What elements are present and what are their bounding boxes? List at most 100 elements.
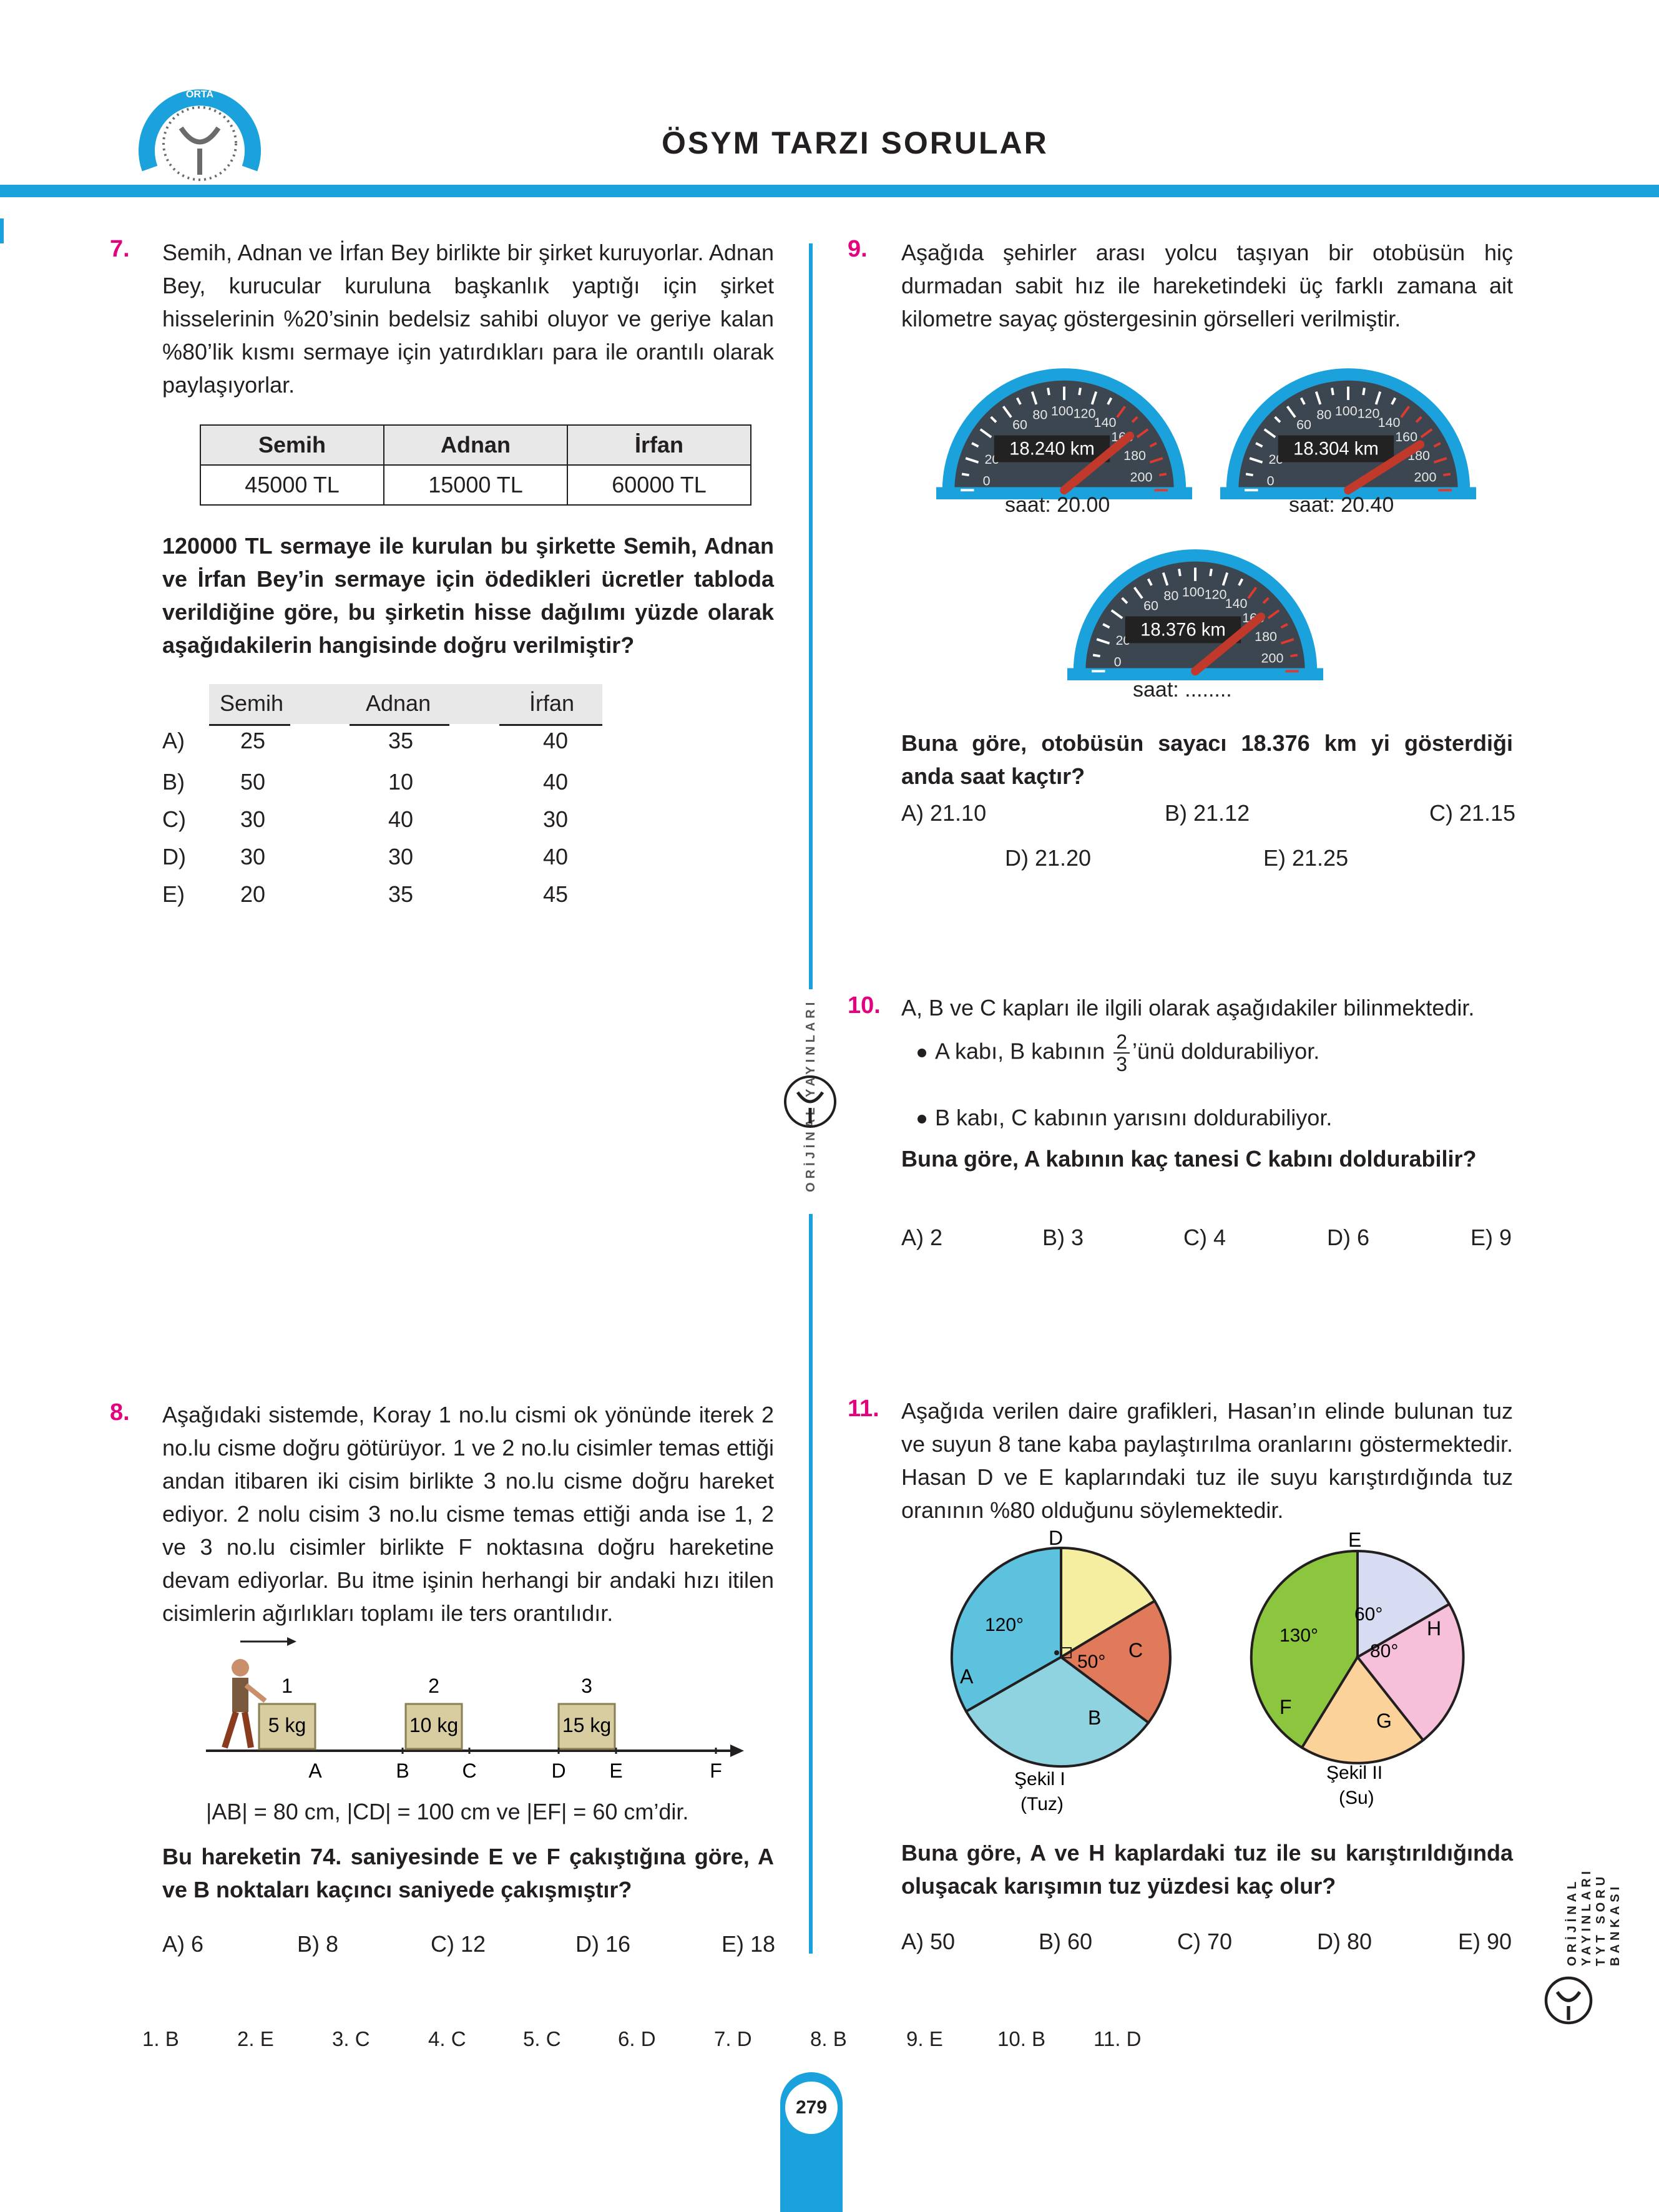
- gauge-tick-label: 140: [1094, 415, 1117, 430]
- q7-option-value: 30: [240, 844, 266, 869]
- q7-text: Semih, Adnan ve İrfan Bey birlikte bir ş…: [162, 240, 774, 398]
- q7-option-label[interactable]: D): [162, 844, 186, 869]
- q10-option-e[interactable]: E) 9: [1471, 1225, 1512, 1250]
- gauge-tick-label: 100: [1051, 403, 1074, 418]
- q9-option-c[interactable]: C) 21.15: [1429, 800, 1516, 826]
- q8-option-c[interactable]: C) 12: [431, 1931, 486, 1957]
- table-header: İrfan: [567, 424, 751, 466]
- bullet-text: B kabı, C kabının yarısını doldurabiliyo…: [935, 1105, 1333, 1130]
- right-logo-icon: [1544, 1976, 1593, 2025]
- q10-option-d[interactable]: D) 6: [1327, 1225, 1370, 1250]
- q7-option-label[interactable]: B): [162, 769, 185, 795]
- point-label: B: [396, 1759, 409, 1782]
- edge-mark: [0, 218, 4, 243]
- gauge-tick-label: 200: [1130, 469, 1153, 484]
- fraction-numerator: 2: [1113, 1031, 1130, 1054]
- q8-question: Bu hareketin 74. saniyesinde E ve F çakı…: [162, 1844, 774, 1902]
- pie1-caption: (Tuz): [1020, 1794, 1064, 1814]
- q7-option-value: 10: [388, 769, 414, 795]
- pie-chart-2: E H G F 130° 60° 80° Şekil II (Su): [1250, 1529, 1465, 1808]
- q10-option-b[interactable]: B) 3: [1042, 1225, 1084, 1250]
- q7-options-header-bg: [209, 684, 602, 724]
- header-bar: [0, 185, 1659, 197]
- q7-option-label[interactable]: A): [162, 728, 185, 753]
- pie2-angle: 80°: [1370, 1641, 1398, 1661]
- q7-capital-table: Semih Adnan İrfan 45000 TL 15000 TL 6000…: [200, 424, 751, 506]
- q9-option-d[interactable]: D) 21.20: [1005, 845, 1092, 871]
- q11-option-e[interactable]: E) 90: [1458, 1929, 1512, 1954]
- q8-option-a[interactable]: A) 6: [162, 1931, 204, 1957]
- pie1-label: D: [1049, 1529, 1063, 1549]
- q7-option-value: 30: [388, 844, 414, 869]
- q9-option-e[interactable]: E) 21.25: [1263, 845, 1349, 871]
- q7-option-value: 40: [388, 806, 414, 832]
- q7-option-label[interactable]: E): [162, 881, 185, 907]
- q9-question: Buna göre, otobüsün sayacı 18.376 km yi …: [901, 730, 1513, 789]
- q8-option-b[interactable]: B) 8: [297, 1931, 339, 1957]
- q11-option-b[interactable]: B) 60: [1039, 1929, 1093, 1954]
- fraction-denominator: 3: [1116, 1053, 1127, 1075]
- pie2-angle: 60°: [1354, 1604, 1382, 1625]
- gauge-tick-label: 0: [1114, 655, 1122, 670]
- q10-question: Buna göre, A kabının kaç tanesi C kabını…: [901, 1146, 1477, 1172]
- pie1-caption: Şekil I: [1014, 1769, 1065, 1789]
- box-number: 3: [581, 1675, 592, 1697]
- q10-option-a[interactable]: A) 2: [901, 1225, 943, 1250]
- pie1-label: B: [1088, 1706, 1101, 1729]
- q7-option-value: 25: [240, 728, 266, 753]
- gauge-tick-label: 200: [1414, 469, 1437, 484]
- column-divider: [809, 243, 813, 989]
- rule: [350, 724, 449, 726]
- answer-key-item: 11. D: [1094, 2027, 1142, 2050]
- q8-push-diagram: 1 2 3 5 kg 10 kg 15 kg A B C D E F: [206, 1637, 744, 1782]
- q11-option-a[interactable]: A) 50: [901, 1929, 956, 1954]
- pie1-label: C: [1128, 1639, 1143, 1661]
- q10-option-c[interactable]: C) 4: [1183, 1225, 1226, 1250]
- gauge-needle: [1191, 612, 1266, 676]
- box-number: 1: [281, 1675, 293, 1697]
- q11-option-d[interactable]: D) 80: [1317, 1929, 1373, 1954]
- table-cell: 60000 TL: [567, 464, 751, 506]
- answer-key-item: 3. C: [332, 2027, 370, 2050]
- gauge-tick-label: 120: [1358, 406, 1380, 421]
- bullet-icon: [918, 1115, 926, 1124]
- q8-given: |AB| = 80 cm, |CD| = 100 cm ve |EF| = 60…: [206, 1799, 689, 1824]
- odometer-display: [1125, 616, 1241, 644]
- q10-bullet-2: B kabı, C kabının yarısını doldurabiliyo…: [918, 1105, 1332, 1131]
- q11-question: Buna göre, A ve H kaplardaki tuz ile su …: [901, 1840, 1513, 1899]
- q8-option-e[interactable]: E) 18: [722, 1931, 776, 1957]
- q7-option-value: 40: [543, 728, 569, 753]
- q9-text: Aşağıda şehirler arası yolcu taşıyan bir…: [901, 240, 1513, 331]
- q9-option-a[interactable]: A) 21.10: [901, 800, 987, 826]
- q8-option-d[interactable]: D) 16: [575, 1931, 631, 1957]
- opt-header: Adnan: [366, 690, 431, 716]
- q7-number: 7.: [110, 236, 130, 262]
- q7-option-label[interactable]: C): [162, 806, 186, 832]
- gauge-tick-label: 60: [1296, 417, 1311, 432]
- odometer-gauge: 02040608010012014016018020018.376 km: [1067, 549, 1323, 680]
- q11-option-c[interactable]: C) 70: [1177, 1929, 1233, 1954]
- q8-number: 8.: [110, 1399, 130, 1426]
- gauge-tick-label: 80: [1032, 407, 1047, 422]
- answer-key-item: 1. B: [142, 2027, 179, 2050]
- answer-key-item: 8. B: [810, 2027, 847, 2050]
- answer-key-item: 10. B: [997, 2027, 1046, 2050]
- pie2-label: H: [1427, 1617, 1441, 1640]
- odometer-display: [994, 435, 1110, 462]
- column-divider-lower: [809, 1214, 813, 1954]
- gauge-tick-label: 180: [1123, 448, 1146, 463]
- gauge-tick-label: 100: [1182, 584, 1205, 599]
- q9-option-b[interactable]: B) 21.12: [1165, 800, 1250, 826]
- answer-key-item: 4. C: [428, 2027, 466, 2050]
- pie2-label: F: [1280, 1696, 1292, 1718]
- q10-number: 10.: [848, 992, 881, 1019]
- q7-question: 120000 TL sermaye ile kurulan bu şirkett…: [162, 533, 774, 658]
- odometer-gauge: 02040608010012014016018020018.304 km: [1220, 368, 1476, 499]
- gauge-tick-label: 200: [1261, 650, 1284, 665]
- gauge-tick-label: 140: [1225, 596, 1248, 611]
- q10-bullet-1: A kabı, B kabının 2 3’ünü doldurabiliyor.: [918, 1031, 1319, 1075]
- gauge-tick-label: 100: [1335, 403, 1358, 418]
- gauge-tick-label: 140: [1378, 415, 1401, 430]
- answer-key-item: 2. E: [237, 2027, 274, 2050]
